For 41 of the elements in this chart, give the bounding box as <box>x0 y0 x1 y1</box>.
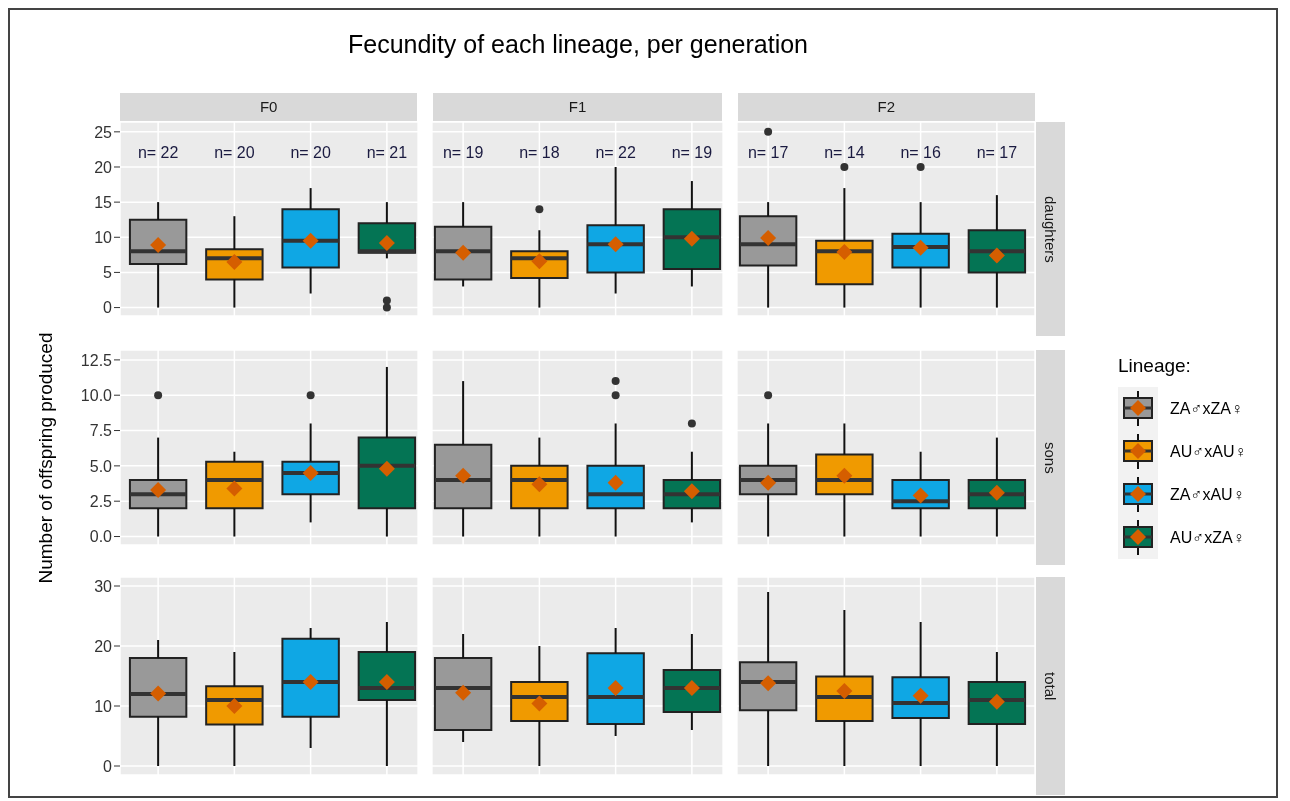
legend-label: ZA♂xAU♀ <box>1170 485 1245 504</box>
y-tick-label: 25 <box>94 123 113 141</box>
y-tick-label: 2.5 <box>89 492 113 510</box>
y-tick-label: 30 <box>94 577 113 595</box>
y2-axis-title: sons <box>1042 441 1059 474</box>
y-tick-label: 20 <box>94 637 113 655</box>
y-tick-label: 0.0 <box>89 528 113 546</box>
annotation: n= 16 <box>900 144 941 162</box>
legend-label: ZA♂xZA♀ <box>1170 399 1243 418</box>
annotation: n= 17 <box>976 144 1018 162</box>
annotation: n= 17 <box>747 144 789 162</box>
text: F1 <box>432 93 723 121</box>
legend-label: AU♂xZA♀ <box>1170 528 1245 547</box>
y-tick-label: 0 <box>103 299 113 317</box>
y-axis-title: Number of offspring produced <box>35 331 57 584</box>
annotation: n= 18 <box>519 144 560 162</box>
annotation: n= 20 <box>290 144 331 162</box>
annotation: n= 22 <box>595 144 636 162</box>
y-tick-label: 10.0 <box>80 386 113 404</box>
annotation: n= 22 <box>137 144 179 162</box>
y-tick-label: 7.5 <box>89 422 113 440</box>
legend-title: Lineage: <box>1118 355 1192 377</box>
y-tick-label: 12.5 <box>80 351 113 369</box>
legend-label: AU♂xAU♀ <box>1170 442 1247 461</box>
annotation: n= 19 <box>671 144 713 162</box>
y-tick-label: 0 <box>103 757 113 775</box>
y-tick-label: 5 <box>103 264 113 282</box>
y2-axis-title: total <box>1042 671 1059 701</box>
y2-axis-title: daughters <box>1042 195 1059 263</box>
y-tick-label: 20 <box>94 158 113 176</box>
y-tick-label: 10 <box>94 697 113 715</box>
y-tick-label: 10 <box>94 228 113 246</box>
annotation: n= 14 <box>824 144 865 162</box>
annotation: n= 19 <box>442 144 484 162</box>
annotation: n= 20 <box>214 144 255 162</box>
y-tick-label: 15 <box>94 193 113 211</box>
y-tick-label: 5.0 <box>89 457 113 475</box>
text: F2 <box>737 93 1035 121</box>
text: F0 <box>120 93 418 121</box>
annotation: n= 21 <box>366 144 408 162</box>
chart-title: Fecundity of each lineage, per generation <box>346 30 809 59</box>
